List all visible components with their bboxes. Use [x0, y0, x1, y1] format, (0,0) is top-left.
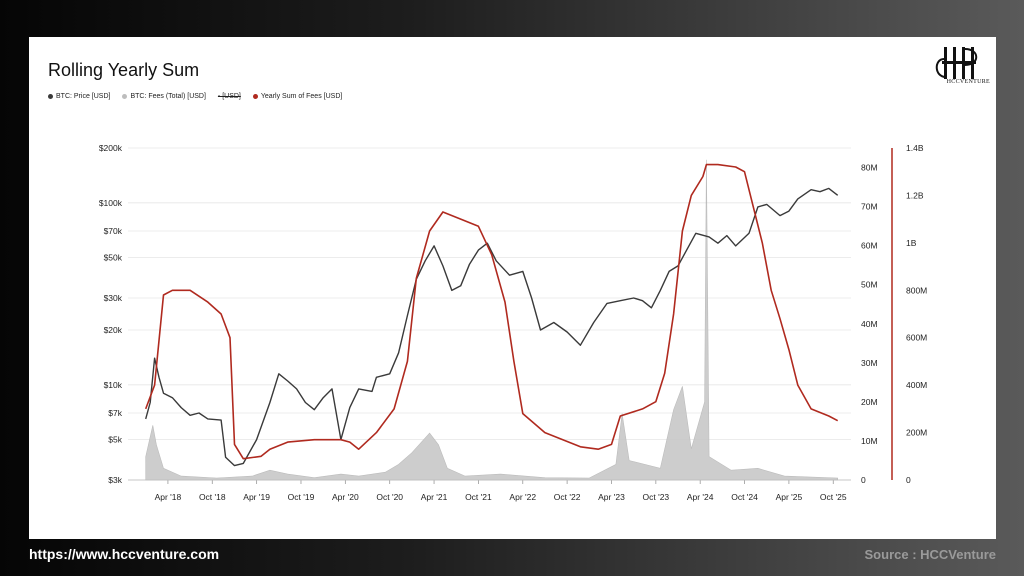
y-right-tick-label: 400M: [906, 380, 927, 390]
y-mid-tick-label: 50M: [861, 280, 878, 290]
y-mid-tick-label: 0: [861, 475, 866, 485]
legend-dot-price-icon: [48, 94, 53, 99]
y-left-tick-label: $200k: [99, 143, 123, 153]
y-right-tick-label: 0: [906, 475, 911, 485]
x-tick-label: Oct '23: [642, 492, 669, 502]
y-mid-tick-label: 20M: [861, 397, 878, 407]
y-left-tick-label: $70k: [104, 226, 123, 236]
logo-text: HCCVENTURE: [946, 79, 990, 85]
chart-title: Rolling Yearly Sum: [48, 60, 200, 80]
y-mid-tick-label: 80M: [861, 163, 878, 173]
y-right-tick-label: 800M: [906, 285, 927, 295]
y-left-tick-label: $10k: [104, 380, 123, 390]
x-tick-label: Apr '25: [776, 492, 803, 502]
x-tick-label: Oct '24: [731, 492, 758, 502]
y-left-tick-label: $20k: [104, 325, 123, 335]
x-tick-label: Oct '19: [288, 492, 315, 502]
x-tick-label: Oct '21: [465, 492, 492, 502]
legend-item-price[interactable]: BTC: Price [USD]: [48, 93, 110, 100]
x-tick-label: Apr '24: [687, 492, 714, 502]
footer-url[interactable]: https://www.hccventure.com: [29, 546, 220, 562]
legend-item-fees[interactable]: BTC: Fees (Total) [USD]: [122, 93, 206, 100]
y-right-tick-label: 600M: [906, 333, 927, 343]
series-price-line: [145, 187, 839, 467]
y-left-tick-label: $50k: [104, 253, 123, 263]
y-left-tick-label: $3k: [108, 475, 122, 485]
y-left-tick-label: $7k: [108, 408, 122, 418]
y-right-tick-label: 1.4B: [906, 143, 924, 153]
x-tick-label: Oct '25: [820, 492, 847, 502]
legend-label-price: BTC: Price [USD]: [56, 93, 111, 100]
hcc-logo-icon: [935, 47, 978, 79]
series-fees-area: [145, 159, 839, 481]
footer-source: Source : HCCVenture: [864, 547, 996, 562]
legend-dot-fees-icon: [122, 94, 128, 99]
legend-label-fees: BTC: Fees (Total) [USD]: [130, 93, 206, 100]
x-tick-label: Apr '22: [509, 492, 536, 502]
y-right-tick-label: 1.2B: [906, 190, 924, 200]
chart-legend: BTC: Price [USD] BTC: Fees (Total) [USD]…: [48, 93, 342, 100]
x-tick-label: Apr '23: [598, 492, 625, 502]
legend-label-usd: - [USD]: [217, 93, 241, 100]
series-yearly-sum-line: [144, 163, 839, 460]
legend-item-usd[interactable]: - [USD]: [218, 93, 241, 100]
y-right-tick-label: 1B: [906, 238, 917, 248]
x-tick-label: Apr '18: [155, 492, 182, 502]
y-mid-tick-label: 40M: [861, 319, 878, 329]
y-mid-tick-label: 70M: [861, 202, 878, 212]
y-left-tick-label: $30k: [104, 293, 123, 303]
x-tick-label: Apr '19: [243, 492, 270, 502]
y-mid-tick-label: 30M: [861, 358, 878, 368]
legend-label-yearly: Yearly Sum of Fees [USD]: [260, 93, 343, 100]
y-right-tick-label: 200M: [906, 428, 927, 438]
x-tick-label: Apr '20: [332, 492, 359, 502]
x-tick-label: Oct '18: [199, 492, 226, 502]
x-tick-label: Oct '20: [376, 492, 403, 502]
y-left-tick-label: $5k: [108, 435, 122, 445]
y-left-tick-label: $100k: [99, 198, 123, 208]
chart-plot: $200k $100k $70k $50k $30k $20k $10k $7k $5k $3k 8…: [99, 143, 927, 502]
x-tick-label: Oct '22: [554, 492, 581, 502]
x-tick-label: Apr '21: [421, 492, 448, 502]
y-mid-tick-label: 60M: [861, 241, 878, 251]
chart-card: Rolling Yearly Sum BTC: Price [USD] BTC:…: [29, 37, 996, 539]
legend-dot-yearly-icon: [252, 94, 258, 99]
y-mid-tick-label: 10M: [861, 436, 878, 446]
legend-item-yearly[interactable]: Yearly Sum of Fees [USD]: [252, 93, 343, 100]
